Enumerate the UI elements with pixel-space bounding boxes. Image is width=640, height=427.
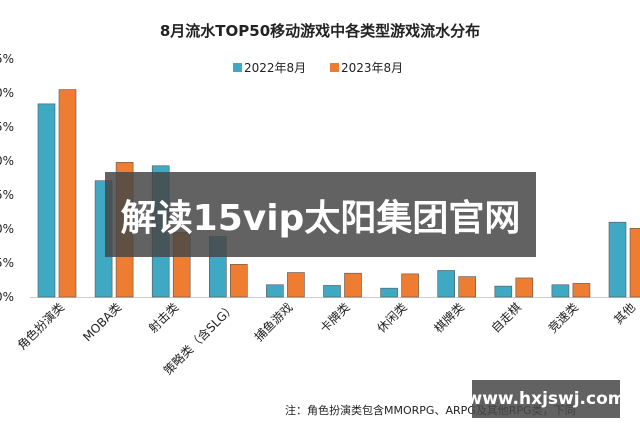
bar-2023-5 <box>344 272 362 298</box>
y-tick-label: 30% <box>0 86 14 100</box>
x-tick-label: 捕鱼游戏 <box>251 300 296 345</box>
bar-2022-0 <box>37 103 56 298</box>
y-tick-label: 10% <box>0 222 14 236</box>
bar-2022-8 <box>494 285 513 298</box>
bar-2023-8 <box>515 277 534 298</box>
legend: 2022年8月 2023年8月 <box>233 61 403 75</box>
x-tick-label: 其他 <box>611 300 638 327</box>
y-tick-label: 5% <box>0 256 14 270</box>
bar-2022-9 <box>551 284 570 298</box>
y-tick-label: 25% <box>0 120 14 134</box>
bar-2022-5 <box>323 285 341 298</box>
bar-2023-9 <box>572 283 591 298</box>
bar-2023-3 <box>230 264 248 298</box>
x-tick-label: 休闲类 <box>374 300 409 335</box>
y-axis: 0% 5% 10% 15% 20% 25% 30% 35% <box>0 52 640 304</box>
watermark-url: www.hxjswj.com <box>467 380 625 418</box>
y-tick-label: 35% <box>0 52 14 66</box>
bar-2023-7 <box>458 276 477 298</box>
x-tick-label: 卡牌类 <box>317 300 352 335</box>
legend-swatch-2023 <box>330 63 339 72</box>
legend-label-2022: 2022年8月 <box>244 61 306 75</box>
x-tick-label: 自走棋 <box>489 300 524 335</box>
x-tick-label: MOBA类 <box>80 300 124 344</box>
legend-label-2023: 2023年8月 <box>341 61 403 75</box>
x-tick-label: 角色扮演类 <box>14 300 67 353</box>
bar-2022-7 <box>437 270 456 298</box>
y-tick-label: 20% <box>0 154 14 168</box>
bar-2023-4 <box>287 272 305 298</box>
bar-2022-10 <box>608 221 627 298</box>
x-tick-label: 射击类 <box>145 300 181 336</box>
bar-2023-0 <box>58 89 77 298</box>
y-tick-label: 15% <box>0 188 14 202</box>
bar-2023-10 <box>629 228 640 298</box>
bar-2023-6 <box>401 273 419 298</box>
x-tick-label: 棋牌类 <box>431 300 466 335</box>
legend-swatch-2022 <box>233 63 242 72</box>
y-tick-label: 0% <box>0 290 14 304</box>
bar-2022-6 <box>380 287 398 298</box>
chart-title: 8月流水TOP50移动游戏中各类型游戏流水分布 <box>160 22 480 40</box>
watermark-banner: 解读15vip太阳集团官网 <box>105 172 536 257</box>
bar-2022-4 <box>266 284 284 298</box>
x-tick-label: 竞速类 <box>546 300 581 335</box>
